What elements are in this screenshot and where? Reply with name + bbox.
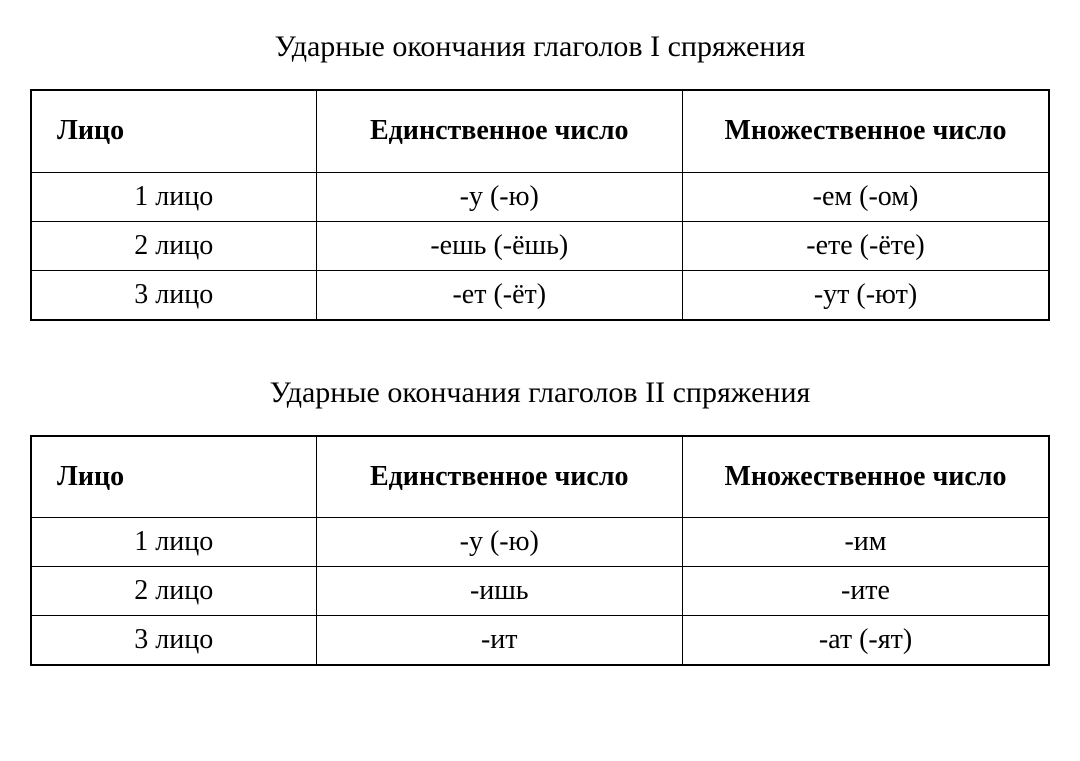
cell-person: 1 лицо bbox=[31, 172, 316, 221]
cell-singular: -ешь (-ёшь) bbox=[316, 221, 682, 270]
conjugation-table-2: Лицо Единственное число Множественное чи… bbox=[30, 435, 1050, 667]
cell-person: 3 лицо bbox=[31, 270, 316, 320]
table-row: 2 лицо -ишь -ите bbox=[31, 567, 1049, 616]
cell-singular: -у (-ю) bbox=[316, 518, 682, 567]
cell-plural: -ите bbox=[683, 567, 1050, 616]
cell-person: 2 лицо bbox=[31, 221, 316, 270]
conjugation-table-1: Лицо Единственное число Множественное чи… bbox=[30, 89, 1050, 321]
table-row: 1 лицо -у (-ю) -им bbox=[31, 518, 1049, 567]
col-header-singular: Единственное число bbox=[316, 90, 682, 172]
col-header-plural: Множественное число bbox=[683, 90, 1050, 172]
table2-title: Ударные окончания глаголов II спряжения bbox=[30, 376, 1050, 410]
table-row: 1 лицо -у (-ю) -ем (-ом) bbox=[31, 172, 1049, 221]
col-header-person: Лицо bbox=[31, 90, 316, 172]
table1-title: Ударные окончания глаголов I спряжения bbox=[30, 30, 1050, 64]
cell-singular: -ет (-ёт) bbox=[316, 270, 682, 320]
cell-singular: -ит bbox=[316, 616, 682, 666]
cell-person: 1 лицо bbox=[31, 518, 316, 567]
cell-plural: -им bbox=[683, 518, 1050, 567]
table-header-row: Лицо Единственное число Множественное чи… bbox=[31, 436, 1049, 518]
col-header-plural: Множественное число bbox=[683, 436, 1050, 518]
cell-plural: -ем (-ом) bbox=[683, 172, 1050, 221]
col-header-person: Лицо bbox=[31, 436, 316, 518]
table-row: 3 лицо -ет (-ёт) -ут (-ют) bbox=[31, 270, 1049, 320]
cell-plural: -ете (-ёте) bbox=[683, 221, 1050, 270]
cell-singular: -ишь bbox=[316, 567, 682, 616]
table-header-row: Лицо Единственное число Множественное чи… bbox=[31, 90, 1049, 172]
cell-person: 2 лицо bbox=[31, 567, 316, 616]
col-header-singular: Единственное число bbox=[316, 436, 682, 518]
cell-plural: -ат (-ят) bbox=[683, 616, 1050, 666]
table-row: 3 лицо -ит -ат (-ят) bbox=[31, 616, 1049, 666]
cell-plural: -ут (-ют) bbox=[683, 270, 1050, 320]
cell-singular: -у (-ю) bbox=[316, 172, 682, 221]
table-row: 2 лицо -ешь (-ёшь) -ете (-ёте) bbox=[31, 221, 1049, 270]
cell-person: 3 лицо bbox=[31, 616, 316, 666]
